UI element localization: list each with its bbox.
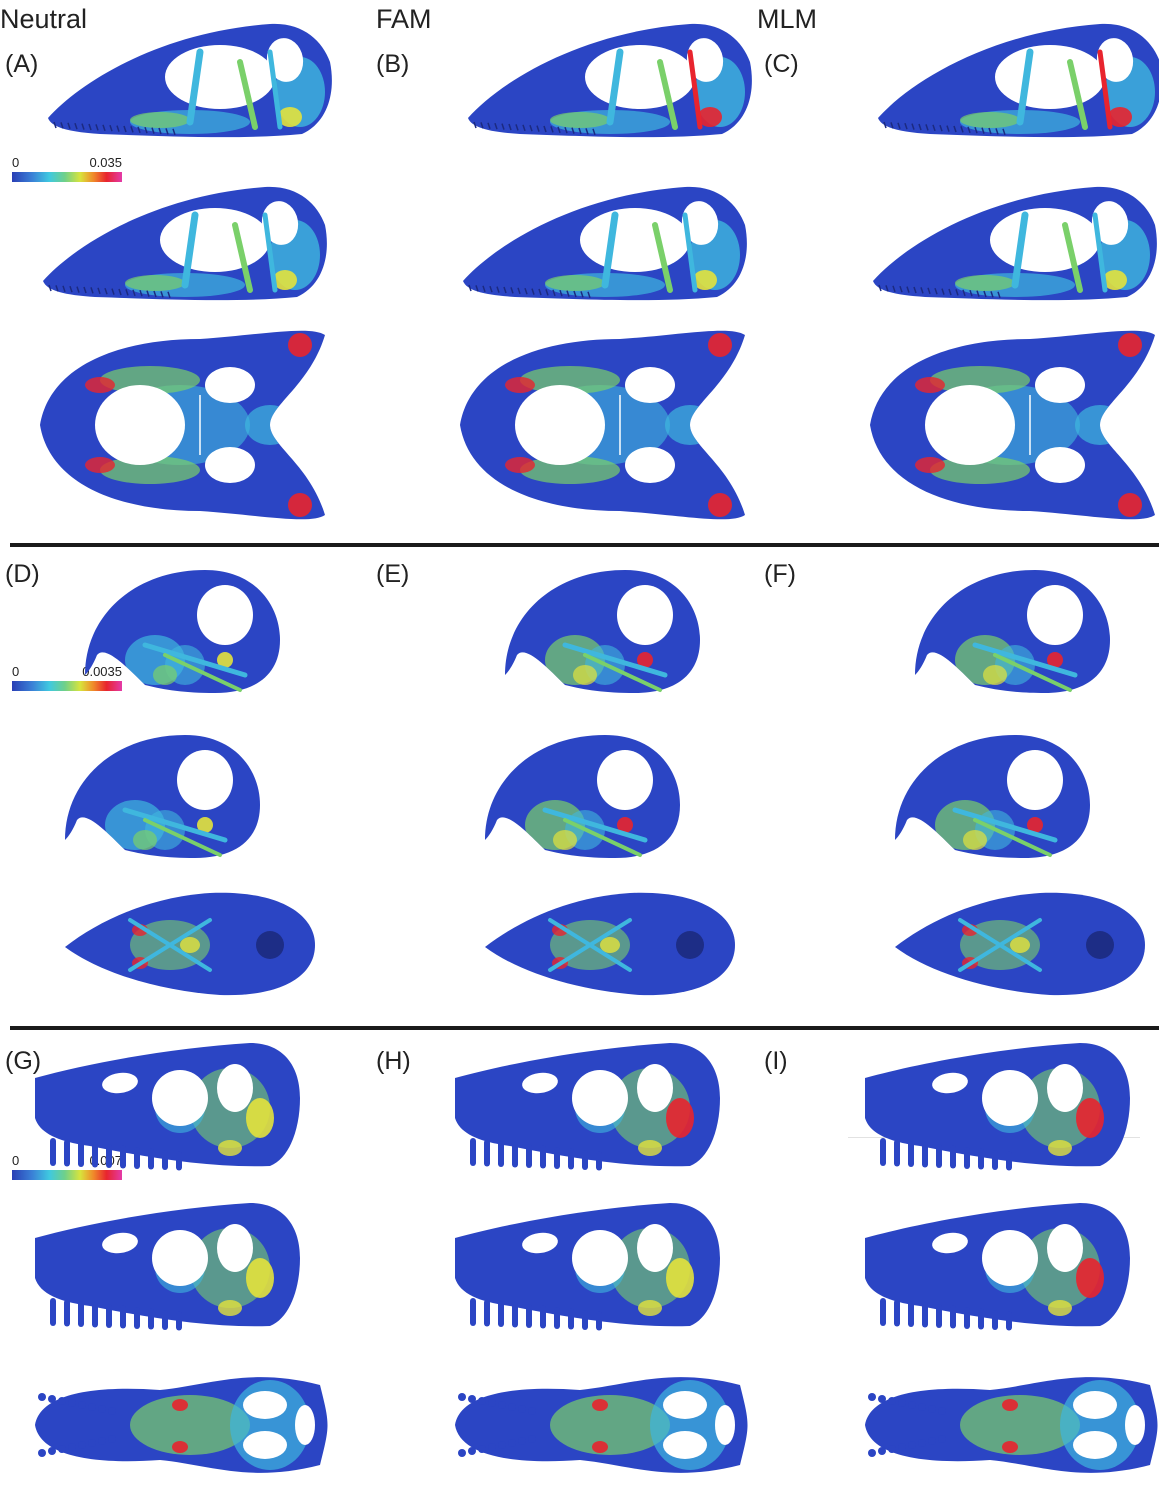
column-heading-fam: FAM	[376, 4, 432, 34]
dinosaur-lateral-neutral	[35, 1043, 300, 1171]
lizard-ventral-fam	[460, 330, 745, 520]
lizard-ventral-mlm	[870, 330, 1155, 520]
panel-label-b: (B)	[376, 50, 410, 78]
parrot-oblique-neutral	[65, 735, 260, 858]
panel-label-a: (A)	[5, 50, 39, 78]
scale-max-label: 0.035	[89, 155, 122, 170]
lizard-oblique-mlm	[873, 186, 1157, 301]
dinosaur-lateral-mlm	[865, 1043, 1130, 1171]
parrot-oblique-mlm	[895, 735, 1090, 858]
lizard-lateral-fam	[468, 23, 752, 138]
parrot-lateral-neutral	[85, 570, 280, 693]
scale-min-label: 0	[12, 1153, 20, 1168]
section-divider	[10, 543, 1159, 547]
scale-max-label: 0.0035	[82, 664, 122, 679]
dinosaur-ventral-mlm	[865, 1377, 1158, 1473]
dinosaur-oblique-neutral	[35, 1203, 300, 1331]
color-scale-bar	[12, 1170, 122, 1180]
parrot-ventral-mlm	[895, 892, 1145, 996]
panel-label-h: (H)	[376, 1047, 411, 1075]
dinosaur-ventral-neutral	[35, 1377, 328, 1473]
lizard-oblique-fam	[463, 186, 747, 301]
lizard-lateral-mlm	[878, 23, 1159, 138]
lizard-lateral-neutral	[48, 23, 332, 138]
parrot-lateral-fam	[505, 570, 700, 693]
panel-label-d: (D)	[5, 560, 40, 588]
parrot-lateral-mlm	[915, 570, 1110, 693]
column-heading-mlm: MLM	[757, 4, 817, 34]
column-heading-neutral: Neutral	[0, 4, 88, 34]
parrot-ventral-neutral	[65, 892, 315, 996]
color-scale-legend-parrot: 0 0.0035	[12, 664, 122, 691]
scale-min-label: 0	[12, 155, 20, 170]
color-scale-legend-lizard: 0 0.035	[12, 155, 122, 182]
color-scale-bar	[12, 172, 122, 182]
dinosaur-oblique-mlm	[865, 1203, 1130, 1331]
dinosaur-ventral-fam	[455, 1377, 748, 1473]
parrot-ventral-fam	[485, 892, 735, 996]
lizard-oblique-neutral	[43, 186, 327, 301]
panel-label-f: (F)	[764, 560, 796, 588]
dinosaur-oblique-fam	[455, 1203, 720, 1331]
scale-min-label: 0	[12, 664, 20, 679]
panel-label-g: (G)	[5, 1047, 42, 1075]
dinosaur-lateral-fam	[455, 1043, 720, 1171]
panel-label-e: (E)	[376, 560, 410, 588]
parrot-oblique-fam	[485, 735, 680, 858]
lizard-ventral-neutral	[40, 330, 325, 520]
color-scale-bar	[12, 681, 122, 691]
section-divider	[10, 1026, 1159, 1030]
panel-label-c: (C)	[764, 50, 799, 78]
panel-label-i: (I)	[764, 1047, 788, 1075]
